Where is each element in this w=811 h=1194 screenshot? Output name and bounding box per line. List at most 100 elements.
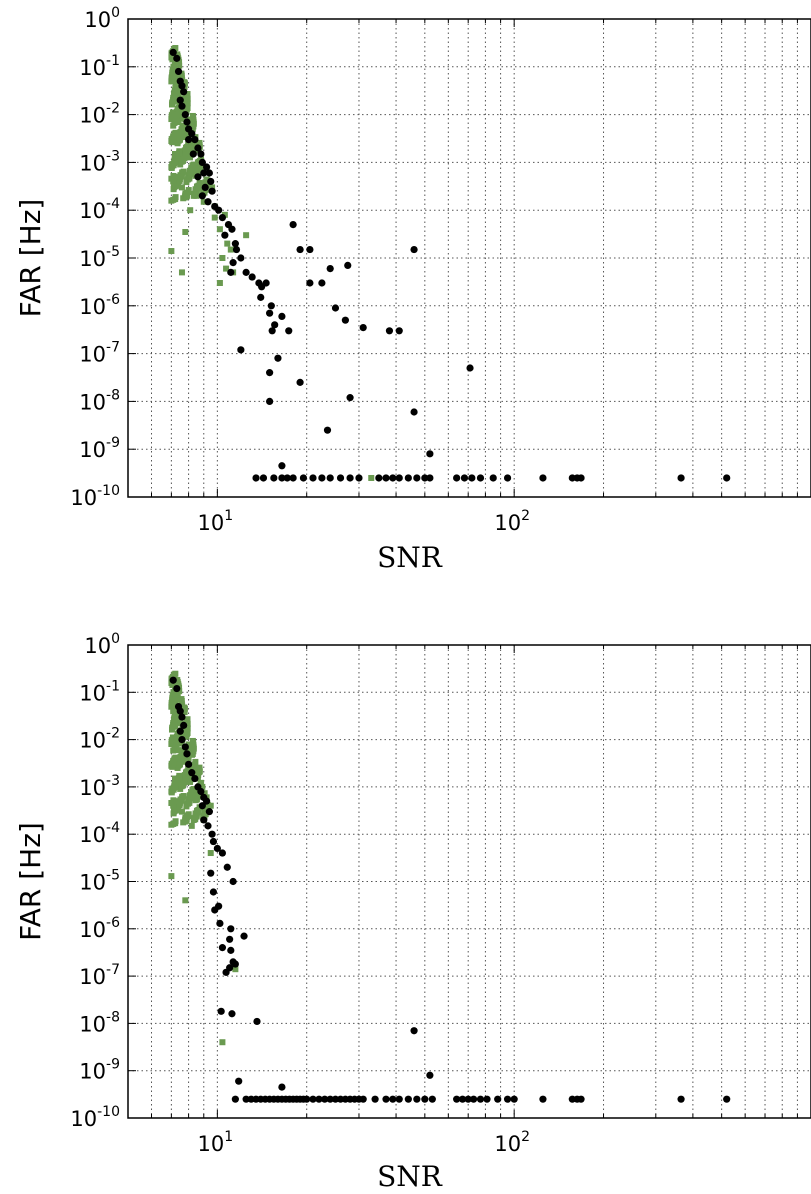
- circle-point: [205, 169, 213, 177]
- circle-point: [359, 323, 367, 332]
- circle-point: [296, 245, 304, 254]
- square-point: [176, 59, 183, 66]
- square-point: [172, 196, 179, 203]
- y-tick-label: 10-6: [79, 915, 120, 942]
- square-point: [179, 127, 186, 134]
- square-point: [172, 689, 179, 696]
- circle-point: [389, 1095, 397, 1103]
- square-point: [171, 45, 178, 52]
- circle-point: [180, 88, 188, 96]
- circle-point: [410, 408, 418, 416]
- square-point: [182, 897, 189, 904]
- square-point: [185, 141, 192, 148]
- circle-point: [231, 960, 239, 968]
- square-point: [174, 779, 181, 786]
- circle-point: [494, 1095, 502, 1103]
- circle-point: [331, 304, 340, 312]
- square-point: [170, 761, 177, 768]
- square-point: [178, 72, 185, 79]
- square-point: [175, 732, 182, 739]
- square-point: [179, 702, 186, 709]
- square-point: [223, 265, 230, 272]
- circle-point: [223, 863, 231, 871]
- circle-point: [267, 302, 275, 310]
- circle-point: [468, 474, 476, 482]
- square-point: [178, 697, 185, 704]
- circle-point: [229, 877, 237, 886]
- square-point: [172, 97, 179, 104]
- y-tick-label: 10-9: [79, 435, 120, 462]
- circle-point: [240, 932, 248, 940]
- square-point: [172, 713, 179, 720]
- square-point: [227, 246, 234, 253]
- circle-point: [218, 214, 227, 222]
- circle-point: [200, 169, 208, 177]
- square-point: [172, 129, 179, 136]
- square-point: [187, 795, 194, 802]
- circle-point: [176, 96, 184, 104]
- circle-point: [181, 743, 189, 751]
- y-tick-label: 10-5: [79, 868, 120, 895]
- y-tick-label: 10-6: [79, 292, 120, 319]
- circle-point: [198, 192, 206, 200]
- square-point: [168, 873, 175, 880]
- circle-point: [278, 462, 286, 470]
- circle-point: [346, 394, 354, 402]
- circle-point: [207, 177, 215, 186]
- square-point: [184, 104, 191, 111]
- y-tick-label: 10-9: [79, 1057, 120, 1084]
- square-point: [178, 269, 185, 276]
- circle-point: [222, 968, 230, 976]
- circle-point: [176, 727, 184, 735]
- circle-point: [266, 369, 274, 377]
- square-point: [180, 747, 187, 754]
- circle-point: [453, 1095, 461, 1103]
- square-point: [184, 725, 191, 732]
- series-circle: [169, 676, 731, 1103]
- square-point: [224, 240, 231, 247]
- square-point: [190, 145, 197, 152]
- square-point: [174, 154, 181, 161]
- square-point: [202, 811, 209, 818]
- circle-point: [331, 1095, 340, 1103]
- x-axis-label: SNR: [377, 541, 443, 574]
- square-point: [232, 966, 239, 973]
- square-point: [172, 722, 179, 729]
- y-tick-label: 10-3: [79, 773, 120, 800]
- square-point: [209, 184, 216, 191]
- circle-point: [428, 1095, 436, 1103]
- square-point: [174, 806, 181, 813]
- circle-point: [270, 474, 278, 482]
- circle-point: [227, 268, 235, 276]
- circle-point: [257, 293, 265, 301]
- square-point: [172, 682, 179, 689]
- square-point: [195, 184, 202, 191]
- circle-point: [453, 474, 461, 482]
- circle-point: [285, 327, 293, 335]
- circle-point: [194, 144, 202, 152]
- series-circle: [169, 48, 731, 482]
- circle-point: [201, 183, 209, 191]
- circle-point: [226, 935, 234, 943]
- circle-point: [336, 474, 345, 482]
- circle-point: [410, 1027, 418, 1035]
- square-point: [184, 145, 191, 152]
- square-point: [188, 822, 195, 829]
- square-point: [216, 226, 223, 233]
- circle-point: [426, 474, 434, 482]
- square-point: [180, 99, 187, 106]
- circle-point: [237, 346, 245, 354]
- circle-point: [266, 397, 274, 405]
- circle-point: [483, 1095, 491, 1103]
- square-point: [189, 166, 196, 173]
- circle-point: [278, 1083, 286, 1091]
- square-point: [168, 740, 175, 747]
- circle-point: [228, 225, 236, 233]
- square-point: [176, 761, 183, 768]
- square-point: [172, 820, 179, 827]
- square-point: [211, 214, 218, 221]
- square-point: [189, 790, 196, 797]
- square-point: [190, 161, 197, 168]
- circle-point: [274, 354, 282, 362]
- circle-point: [723, 474, 731, 482]
